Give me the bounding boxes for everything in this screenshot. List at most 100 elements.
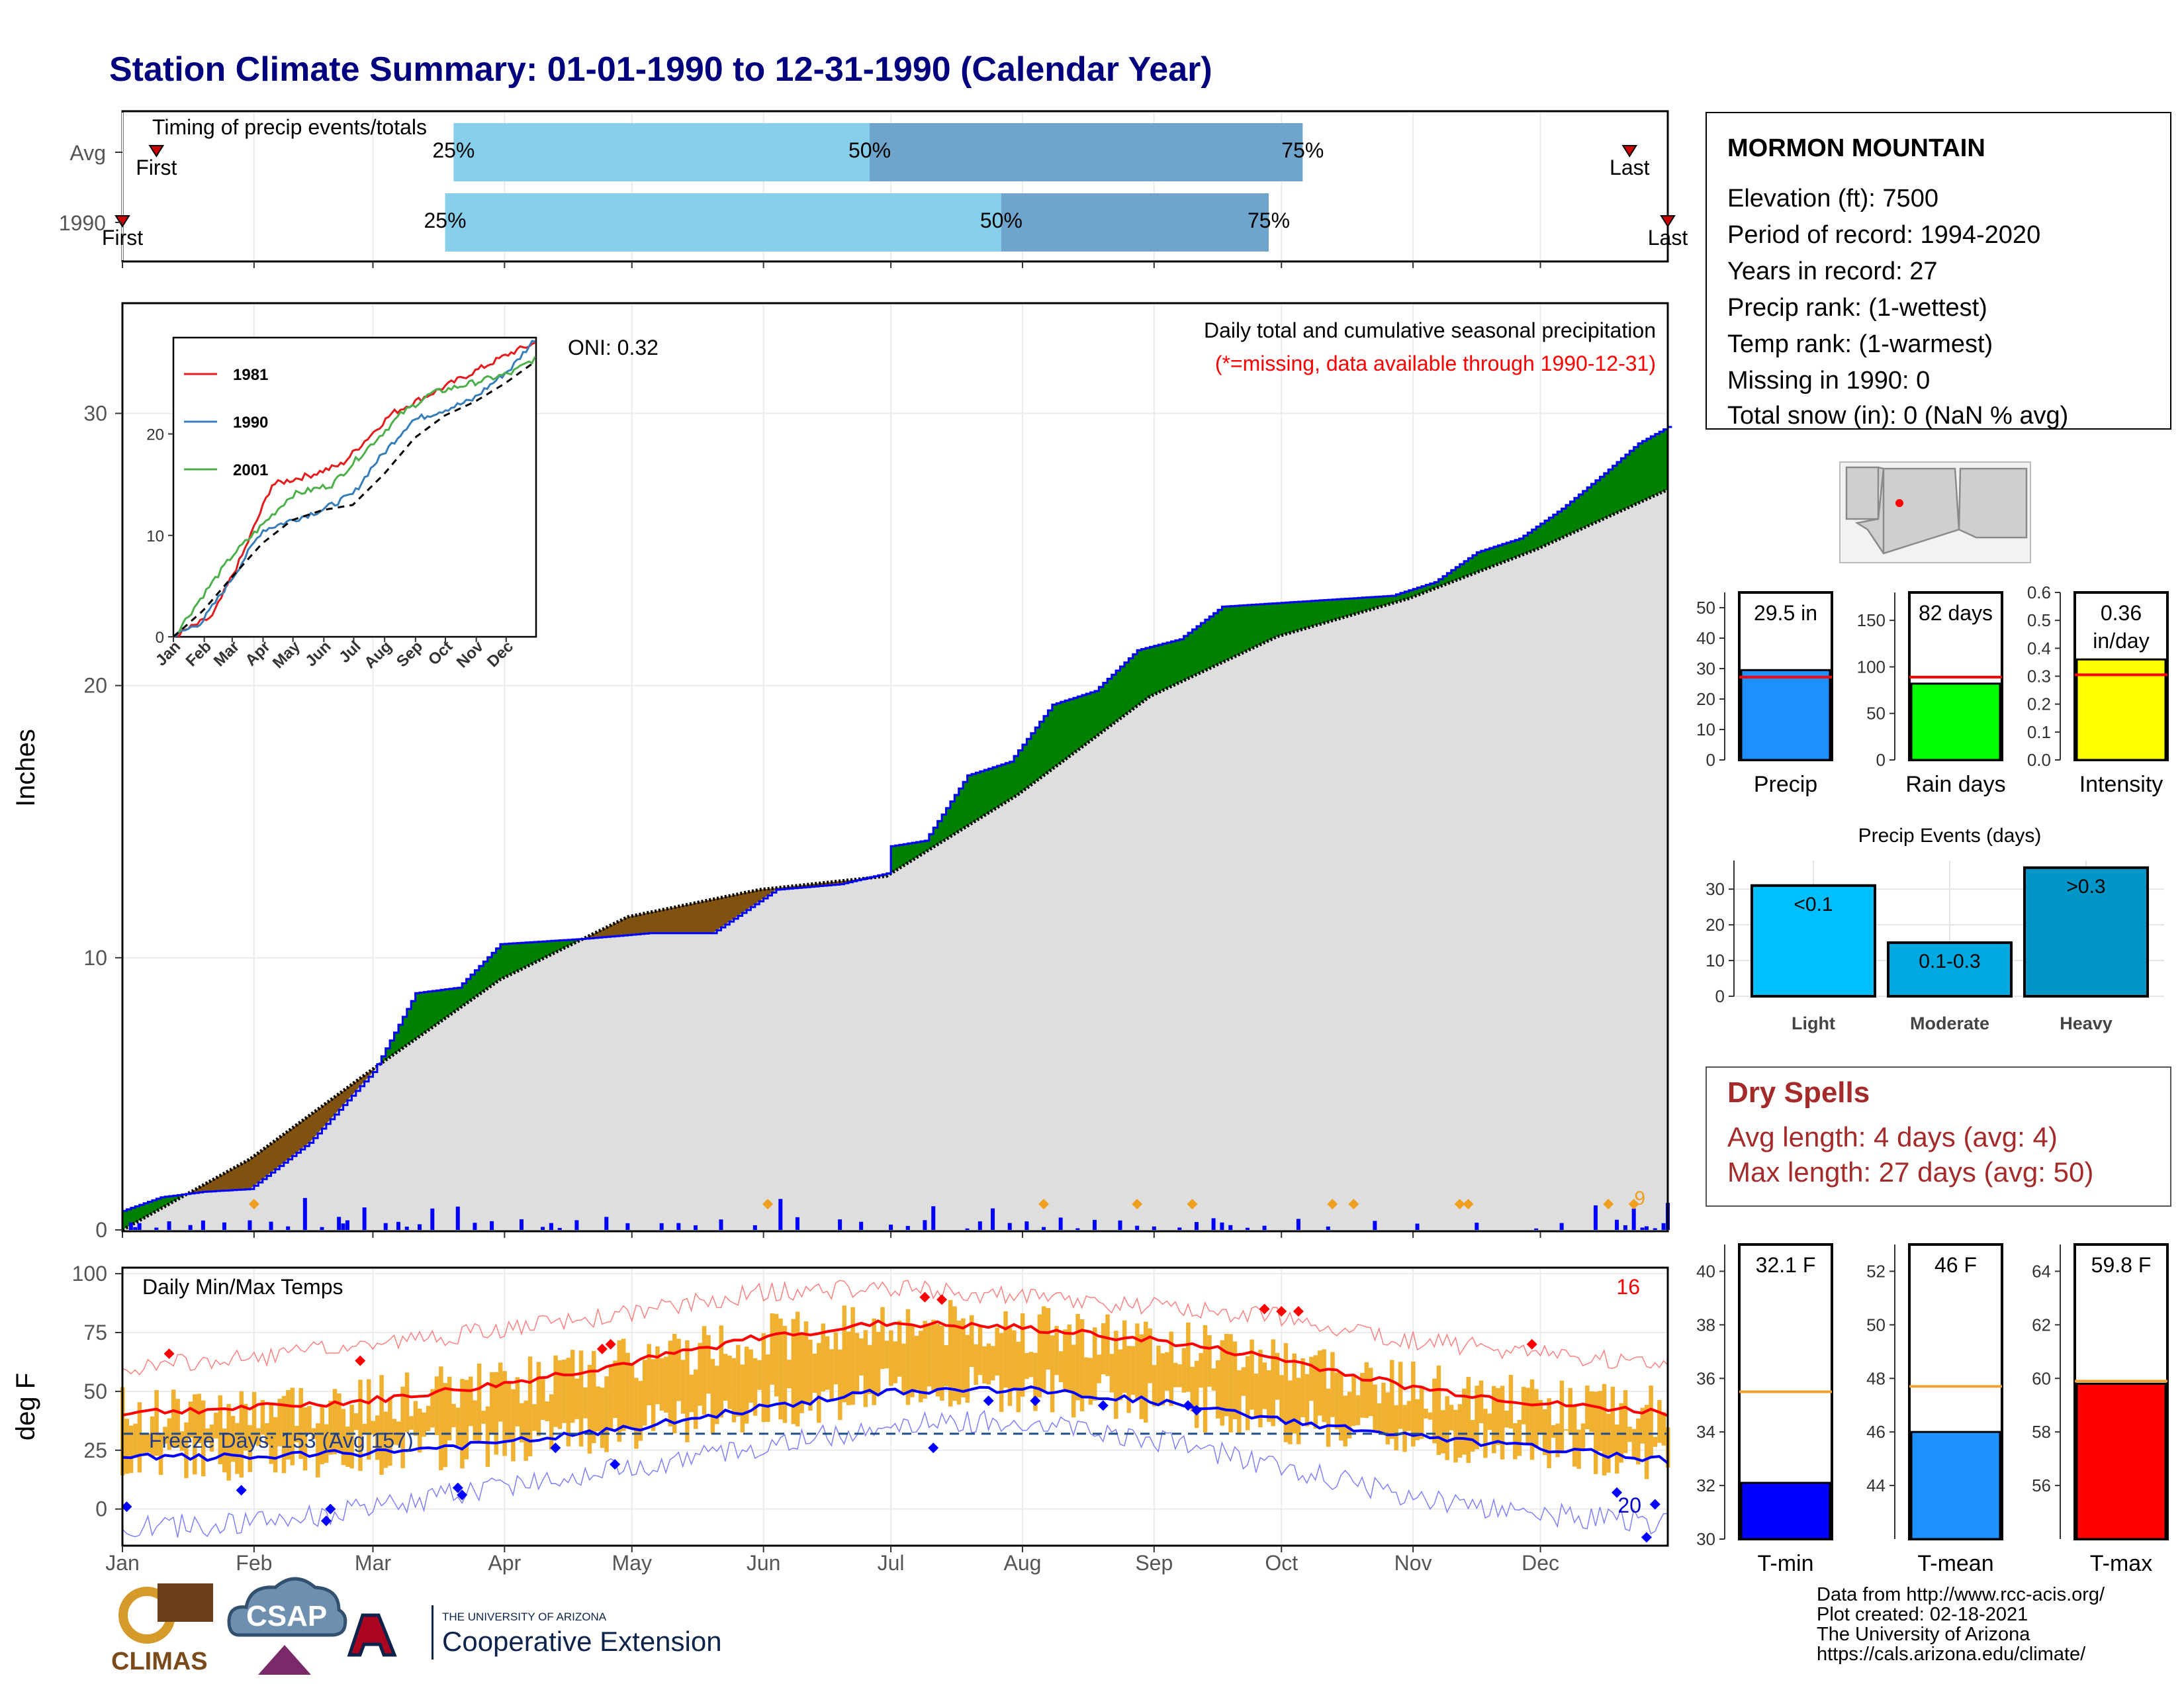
daily-precip-bar <box>222 1222 226 1230</box>
record-low-marker <box>452 1482 463 1493</box>
daily-temp-range-bar <box>1186 1322 1191 1392</box>
daily-temp-range-bar <box>668 1340 673 1427</box>
daily-precip-bar <box>1296 1219 1300 1230</box>
daily-temp-range-bar <box>1148 1328 1152 1383</box>
temp-series <box>120 1280 1670 1543</box>
daily-temp-range-bar <box>460 1379 465 1469</box>
daily-temp-range-bar <box>625 1352 630 1427</box>
daily-precip-bar <box>1644 1226 1649 1230</box>
daily-temp-range-bar <box>515 1377 520 1427</box>
daily-temp-range-bar <box>778 1318 783 1420</box>
climas-logo-text: CLIMAS <box>111 1648 208 1675</box>
month-label-Dec: Dec <box>1522 1551 1559 1575</box>
ua-small-text: THE UNIVERSITY OF ARIZONA <box>442 1611 607 1623</box>
daily-temp-range-bar <box>1237 1370 1242 1433</box>
daily-temp-range-bar <box>872 1318 876 1405</box>
daily-temp-range-bar <box>545 1401 549 1422</box>
daily-temp-range-bar <box>1088 1358 1093 1405</box>
daily-temp-range-bar <box>901 1343 906 1395</box>
last-event-label: Last <box>1610 156 1650 179</box>
daily-temp-range-bar <box>859 1338 864 1376</box>
footer-line-created: Plot created: 02-18-2021 <box>1817 1604 2028 1625</box>
daily-temp-range-bar <box>379 1375 384 1475</box>
daily-temp-range-bar <box>825 1336 830 1390</box>
temp-bar-2-value-bar <box>2075 1382 2167 1540</box>
daily-temp-range-bar <box>889 1330 893 1386</box>
daily-precip-bar <box>490 1221 494 1230</box>
daily-temp-range-bar <box>935 1323 940 1397</box>
daily-temp-range-bar <box>251 1391 257 1445</box>
record-low-marker <box>1097 1400 1109 1411</box>
daily-temp-range-bar <box>311 1428 316 1439</box>
daily-temp-range-bar <box>604 1376 609 1452</box>
precip-base-fill <box>122 489 1668 1230</box>
daily-temp-range-bar <box>1602 1383 1607 1476</box>
timing-row-label-year: 1990 <box>59 211 106 235</box>
daily-temp-range-bar <box>1436 1365 1441 1455</box>
daily-temp-range-bar <box>1339 1372 1343 1441</box>
daily-temp-range-bar <box>1097 1354 1101 1383</box>
daily-temp-range-bar <box>1190 1366 1195 1412</box>
footer: CLIMAS CSAP THE UNIVERSITY OF ARIZONA Co… <box>111 1577 2105 1675</box>
daily-temp-range-bar <box>702 1326 707 1415</box>
daily-temp-range-bar <box>694 1369 698 1429</box>
mini-bar-2-value-unit: in/day <box>2093 629 2149 653</box>
daily-temp-range-bar <box>752 1358 758 1416</box>
events-bar-label: Moderate <box>1910 1013 1989 1033</box>
daily-temp-range-bar <box>1092 1327 1097 1401</box>
temp-bar-1-tick-label: 48 <box>1866 1368 1886 1388</box>
daily-temp-range-bar <box>905 1309 911 1405</box>
temp-bar-1-label: T-mean <box>1917 1551 1993 1576</box>
daily-precip-bar <box>923 1220 927 1230</box>
timing-label-75: 75% <box>1281 138 1324 162</box>
daily-precip-bar <box>341 1223 345 1230</box>
freeze-days-label: Freeze Days: 153 (Avg 157) <box>149 1429 414 1452</box>
daily-temp-range-bar <box>719 1325 723 1418</box>
daily-temp-range-bar <box>201 1400 206 1477</box>
daily-temp-range-bar <box>1075 1313 1080 1401</box>
events-bar-value: >0.3 <box>2066 876 2105 898</box>
daily-temp-range-bar <box>1551 1425 1556 1438</box>
daily-precip-bar <box>286 1226 291 1230</box>
daily-temp-range-bar <box>1135 1323 1140 1401</box>
daily-temp-range-bar <box>286 1390 291 1460</box>
temperature-bar-charts: 32.1 F 30 32 34 36 38 40 T-min 46 F 44 46 48 50 52 T-m… <box>1696 1243 2169 1576</box>
daily-precip-bar <box>418 1224 422 1230</box>
daily-temp-range-bar <box>850 1307 855 1405</box>
record-low-count: 20 <box>1617 1493 1641 1517</box>
daily-precip-bar <box>557 1228 562 1230</box>
daily-temp-range-bar <box>1058 1351 1064 1382</box>
daily-temp-range-bar <box>1504 1410 1509 1428</box>
first-event-marker <box>114 215 130 228</box>
events-bar-value: 0.1-0.3 <box>1919 951 1980 972</box>
daily-temp-range-bar <box>799 1333 804 1413</box>
daily-temp-range-bar <box>680 1360 686 1414</box>
daily-precip-bar <box>1326 1226 1330 1230</box>
month-label-Oct: Oct <box>1265 1551 1298 1575</box>
daily-precip-bar <box>1211 1218 1216 1230</box>
daily-temp-range-bar <box>1160 1353 1165 1405</box>
mini-bar-0-label: Precip <box>1754 772 1817 797</box>
daily-temp-range-bar <box>868 1344 872 1394</box>
temp-panel-border <box>121 1266 1669 1547</box>
daily-precip-bar <box>473 1223 477 1230</box>
daily-temp-range-bar <box>362 1423 367 1435</box>
daily-temp-range-bar <box>846 1331 851 1405</box>
daily-temp-range-bar <box>999 1333 1004 1412</box>
heavy-event-marker <box>1454 1198 1465 1209</box>
daily-temp-range-bar <box>1292 1353 1297 1434</box>
daily-temp-range-bar <box>553 1355 558 1427</box>
daily-precip-bar <box>1623 1225 1627 1230</box>
daily-temp-range-bar <box>1046 1307 1050 1370</box>
heavy-event-marker <box>1327 1198 1338 1209</box>
daily-temp-range-bar <box>944 1344 948 1387</box>
daily-precip-bar <box>931 1206 936 1230</box>
daily-precip-bar <box>167 1221 171 1230</box>
daily-temp-range-bar <box>1101 1323 1106 1375</box>
daily-temp-range-bar <box>1304 1374 1310 1427</box>
daily-temp-range-bar <box>1071 1344 1076 1418</box>
events-bar-value: <0.1 <box>1794 894 1833 915</box>
daily-temp-range-bar <box>302 1407 308 1471</box>
daily-temp-range-bar <box>426 1405 431 1432</box>
